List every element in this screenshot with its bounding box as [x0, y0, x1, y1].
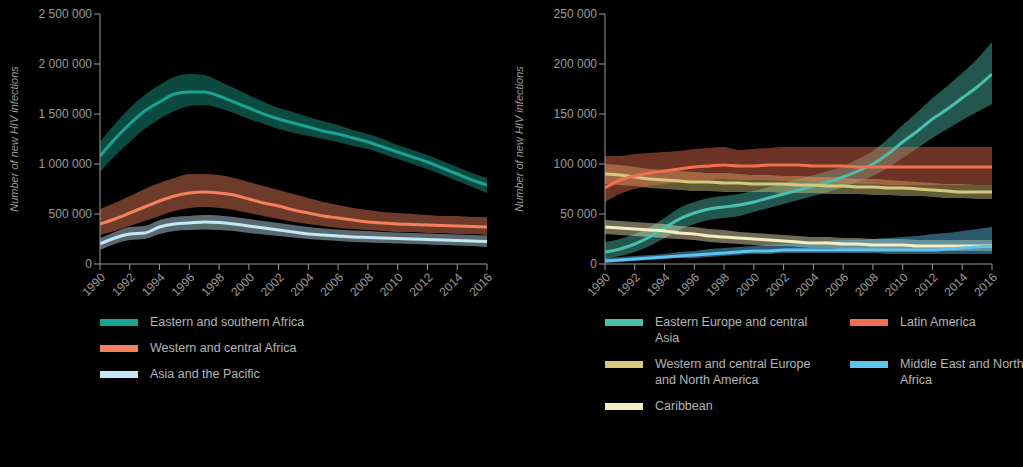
- svg-text:1994: 1994: [644, 270, 673, 299]
- svg-text:2002: 2002: [258, 270, 287, 299]
- svg-text:200 000: 200 000: [554, 57, 598, 71]
- svg-text:2000: 2000: [733, 270, 762, 299]
- svg-text:500 000: 500 000: [49, 207, 93, 221]
- html-text:Latin America: Latin America: [900, 315, 976, 329]
- svg-text:250 000: 250 000: [554, 7, 598, 21]
- svg-text:2008: 2008: [347, 270, 376, 299]
- svg-text:0: 0: [85, 257, 92, 271]
- html-text:Asia and the Pacific: Asia and the Pacific: [150, 367, 260, 381]
- svg-text:2 500 000: 2 500 000: [39, 7, 93, 21]
- svg-text:1990: 1990: [79, 270, 108, 299]
- html-text:Eastern and southern Africa: Eastern and southern Africa: [150, 315, 305, 329]
- svg-text:1996: 1996: [674, 270, 703, 299]
- svg-text:2004: 2004: [288, 270, 317, 299]
- svg-text:150 000: 150 000: [554, 107, 598, 121]
- svg-text:2010: 2010: [882, 270, 911, 299]
- svg-text:2016: 2016: [466, 270, 495, 299]
- html-text:Western and central Europe and: Western and central Europe and North Ame…: [655, 357, 811, 387]
- html-text:Western and central Africa: Western and central Africa: [150, 341, 297, 355]
- svg-text:1998: 1998: [703, 270, 732, 299]
- svg-text:Number of new HIV infections: Number of new HIV infections: [513, 66, 525, 212]
- svg-text:1998: 1998: [198, 270, 227, 299]
- svg-text:2006: 2006: [823, 270, 852, 299]
- svg-text:1 500 000: 1 500 000: [39, 107, 93, 121]
- html-text:Eastern Europe and central Asi: Eastern Europe and central Asia: [655, 315, 808, 345]
- svg-text:100 000: 100 000: [554, 157, 598, 171]
- svg-text:2008: 2008: [852, 270, 881, 299]
- svg-text:0: 0: [590, 257, 597, 271]
- svg-text:2 000 000: 2 000 000: [39, 57, 93, 71]
- svg-text:1996: 1996: [169, 270, 198, 299]
- svg-text:2002: 2002: [763, 270, 792, 299]
- svg-text:1992: 1992: [614, 270, 643, 299]
- html-text:Middle East and North Africa: Middle East and North Africa: [900, 357, 1023, 387]
- svg-text:1990: 1990: [584, 270, 613, 299]
- svg-text:2012: 2012: [407, 270, 436, 299]
- svg-text:2014: 2014: [437, 270, 466, 299]
- svg-text:Number of new HIV infections: Number of new HIV infections: [8, 66, 20, 212]
- svg-text:2000: 2000: [228, 270, 257, 299]
- svg-text:1994: 1994: [139, 270, 168, 299]
- svg-text:2014: 2014: [942, 270, 971, 299]
- svg-text:50 000: 50 000: [560, 207, 597, 221]
- svg-text:2004: 2004: [793, 270, 822, 299]
- html-text:Caribbean: Caribbean: [655, 399, 713, 413]
- svg-text:1992: 1992: [109, 270, 138, 299]
- svg-text:2016: 2016: [971, 270, 1000, 299]
- svg-text:2006: 2006: [318, 270, 347, 299]
- svg-text:1 000 000: 1 000 000: [39, 157, 93, 171]
- svg-text:2010: 2010: [377, 270, 406, 299]
- svg-text:2012: 2012: [912, 270, 941, 299]
